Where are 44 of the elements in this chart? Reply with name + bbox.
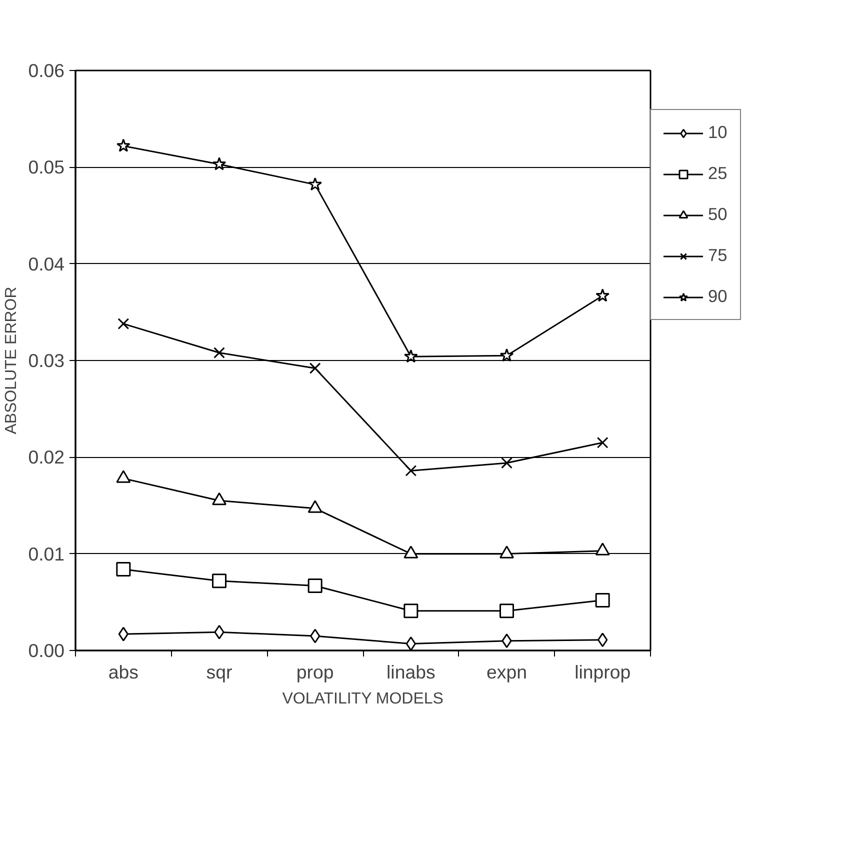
y-tick-label: 0.02 (28, 446, 64, 468)
point (500, 604, 514, 618)
point (500, 348, 514, 362)
x-tick-label: prop (296, 662, 334, 682)
point (596, 436, 608, 448)
point (116, 562, 131, 577)
point (406, 636, 416, 650)
y-tick-label: 0.00 (28, 640, 64, 661)
x-axis-title: VOLATILITY MODELS (282, 690, 444, 708)
point (308, 578, 322, 593)
point (404, 604, 418, 618)
point (212, 157, 226, 170)
point (595, 592, 610, 608)
legend-label: 50 (708, 204, 728, 225)
x-tick-label: linprop (574, 662, 631, 682)
y-tick-label: 0.01 (28, 543, 64, 564)
y-axis-title: ABSOLUTE ERROR (3, 286, 20, 434)
legend-label: 10 (708, 122, 728, 143)
point (214, 624, 224, 640)
point (309, 362, 321, 374)
legend-label: 90 (708, 286, 728, 307)
legend-label: 75 (708, 245, 728, 266)
x-tick-label: sqr (206, 662, 232, 682)
point (308, 177, 322, 191)
point (212, 574, 226, 588)
point (502, 634, 512, 648)
point (404, 349, 418, 363)
y-tick-label: 0.04 (28, 253, 64, 274)
x-tick-label: linabs (386, 662, 436, 682)
point (118, 318, 130, 330)
point (501, 457, 512, 469)
point (118, 626, 128, 642)
point (116, 138, 130, 152)
point (405, 465, 417, 476)
point (214, 347, 225, 358)
x-tick-label: expn (486, 662, 527, 682)
point (310, 628, 320, 644)
y-tick-label: 0.06 (28, 60, 64, 81)
point (596, 288, 610, 302)
y-tick-label: 0.05 (28, 156, 64, 178)
legend-label: 25 (708, 163, 728, 184)
x-tick-label: abs (108, 662, 138, 682)
point (598, 632, 608, 648)
y-tick-label: 0.03 (28, 350, 64, 371)
